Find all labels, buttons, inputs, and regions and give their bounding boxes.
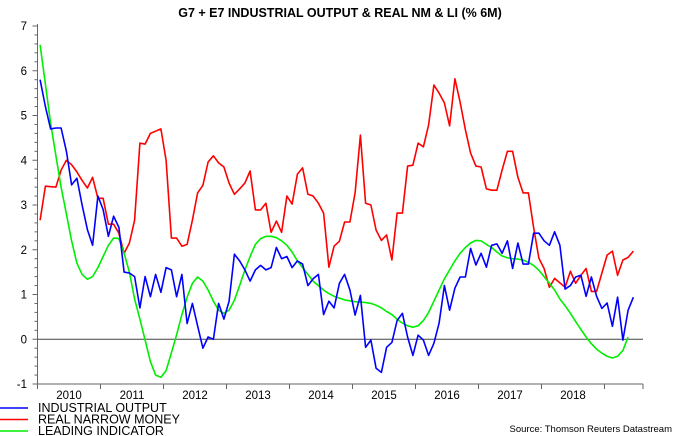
legend-label: REAL NARROW MONEY: [38, 413, 181, 427]
series-lines: [39, 44, 635, 379]
legend-label: INDUSTRIAL OUTPUT: [38, 401, 167, 415]
x-tick-label: 2010: [56, 390, 82, 402]
y-tick-label: -1: [17, 379, 27, 391]
y-tick-label: 7: [21, 21, 27, 33]
y-tick-label: 3: [21, 200, 27, 212]
x-tick-label: 2013: [245, 390, 271, 402]
source-note: Source: Thomson Reuters Datastream: [510, 424, 673, 435]
x-tick-label: 2017: [497, 390, 523, 402]
y-tick-label: 5: [21, 111, 27, 123]
x-tick-label: 2015: [371, 390, 397, 402]
x-tick-label: 2014: [308, 390, 334, 402]
y-tick-label: 6: [21, 66, 27, 78]
x-tick-label: 2016: [434, 390, 460, 402]
y-tick-label: 0: [21, 334, 27, 346]
x-tick-label: 2012: [182, 390, 208, 402]
axes: -1 0 1 2 3 4 5 6 7 2010 2011 2012 2013 2014 2015 2016 20…: [17, 21, 644, 402]
y-tick-label: 1: [21, 290, 27, 302]
chart-title: G7 + E7 INDUSTRIAL OUTPUT & REAL NM & LI…: [178, 6, 502, 20]
x-tick-label: 2011: [120, 390, 145, 402]
x-tick-label: 2018: [560, 390, 586, 402]
series-line-leading-indicator: [39, 44, 629, 379]
series-line-industrial-output: [39, 79, 635, 374]
legend-label: LEADING INDICATOR: [38, 424, 164, 436]
y-tick-label: 4: [21, 155, 28, 167]
y-tick-label: 2: [21, 245, 27, 257]
series-line-real-narrow-money: [39, 78, 635, 293]
